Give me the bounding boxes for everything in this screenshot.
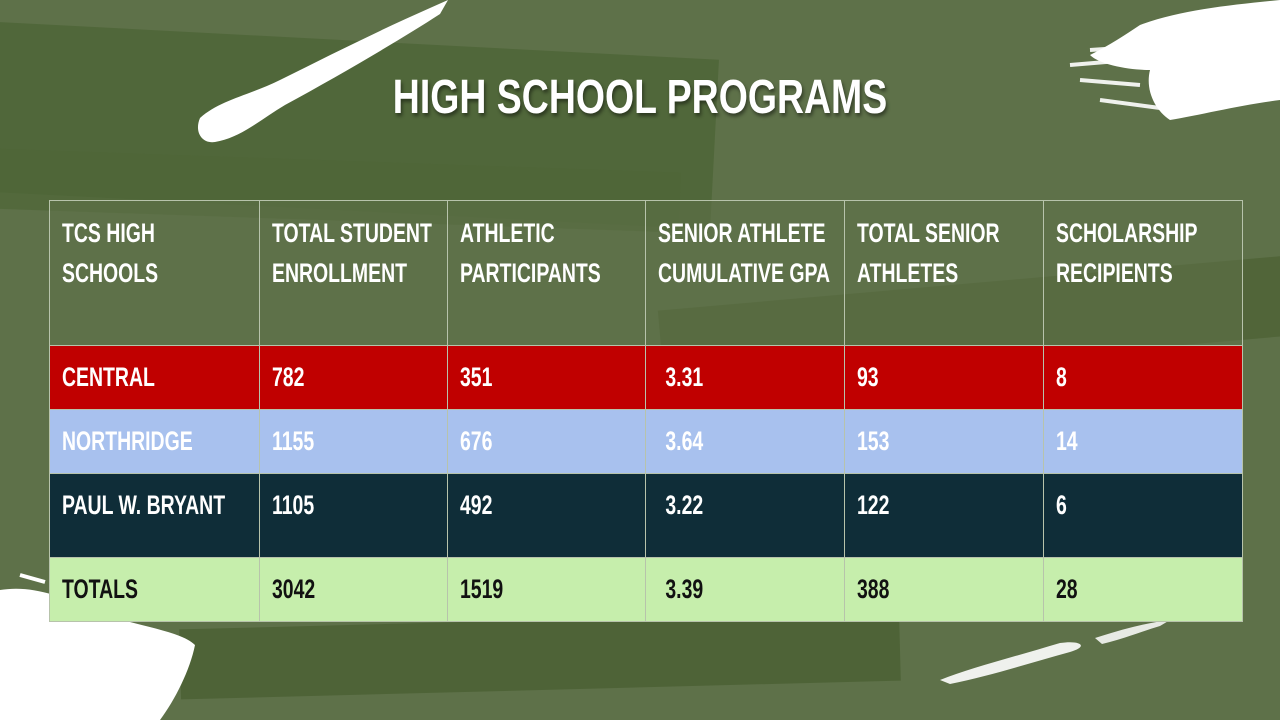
cell-scholarships: 28 bbox=[1043, 557, 1243, 622]
cell-senior-athletes: 122 bbox=[844, 473, 1044, 558]
column-header-participants: ATHLETIC PARTICIPANTS bbox=[447, 200, 646, 346]
cell-gpa: 3.64 bbox=[645, 409, 845, 474]
cell-participants: 1519 bbox=[447, 557, 646, 622]
cell-participants: 351 bbox=[447, 345, 646, 410]
cell-scholarships: 8 bbox=[1043, 345, 1243, 410]
programs-table: TCS HIGH SCHOOLS TOTAL STUDENT ENROLLMENT … bbox=[49, 200, 1243, 622]
cell-gpa: 3.31 bbox=[645, 345, 845, 410]
cell-enrollment: 3042 bbox=[259, 557, 448, 622]
column-header-school: TCS HIGH SCHOOLS bbox=[49, 200, 260, 346]
cell-senior-athletes: 388 bbox=[844, 557, 1044, 622]
cell-gpa: 3.39 bbox=[645, 557, 845, 622]
table-row-paul-w-bryant: PAUL W. BRYANT 1105 492 3.22 122 6 bbox=[49, 473, 1243, 558]
table-header-row: TCS HIGH SCHOOLS TOTAL STUDENT ENROLLMENT … bbox=[49, 200, 1243, 346]
cell-school: PAUL W. BRYANT bbox=[49, 473, 260, 558]
background-band bbox=[179, 610, 901, 700]
cell-gpa: 3.22 bbox=[645, 473, 845, 558]
cell-school: CENTRAL bbox=[49, 345, 260, 410]
cell-school: NORTHRIDGE bbox=[49, 409, 260, 474]
cell-enrollment: 782 bbox=[259, 345, 448, 410]
cell-senior-athletes: 93 bbox=[844, 345, 1044, 410]
column-header-enrollment: TOTAL STUDENT ENROLLMENT bbox=[259, 200, 448, 346]
table-row-northridge: NORTHRIDGE 1155 676 3.64 153 14 bbox=[49, 409, 1243, 474]
table-row-central: CENTRAL 782 351 3.31 93 8 bbox=[49, 345, 1243, 410]
column-header-senior-athletes: TOTAL SENIOR ATHLETES bbox=[844, 200, 1044, 346]
cell-senior-athletes: 153 bbox=[844, 409, 1044, 474]
cell-enrollment: 1105 bbox=[259, 473, 448, 558]
column-header-scholarships: SCHOLARSHIP RECIPIENTS bbox=[1043, 200, 1243, 346]
cell-scholarships: 6 bbox=[1043, 473, 1243, 558]
column-header-gpa: SENIOR ATHLETE CUMULATIVE GPA bbox=[645, 200, 845, 346]
cell-participants: 676 bbox=[447, 409, 646, 474]
cell-enrollment: 1155 bbox=[259, 409, 448, 474]
cell-scholarships: 14 bbox=[1043, 409, 1243, 474]
cell-participants: 492 bbox=[447, 473, 646, 558]
table-row-totals: TOTALS 3042 1519 3.39 388 28 bbox=[49, 557, 1243, 622]
cell-school: TOTALS bbox=[49, 557, 260, 622]
page-title: HIGH SCHOOL PROGRAMS bbox=[392, 71, 888, 124]
brush-stroke-bottom-right-icon bbox=[940, 620, 1170, 684]
